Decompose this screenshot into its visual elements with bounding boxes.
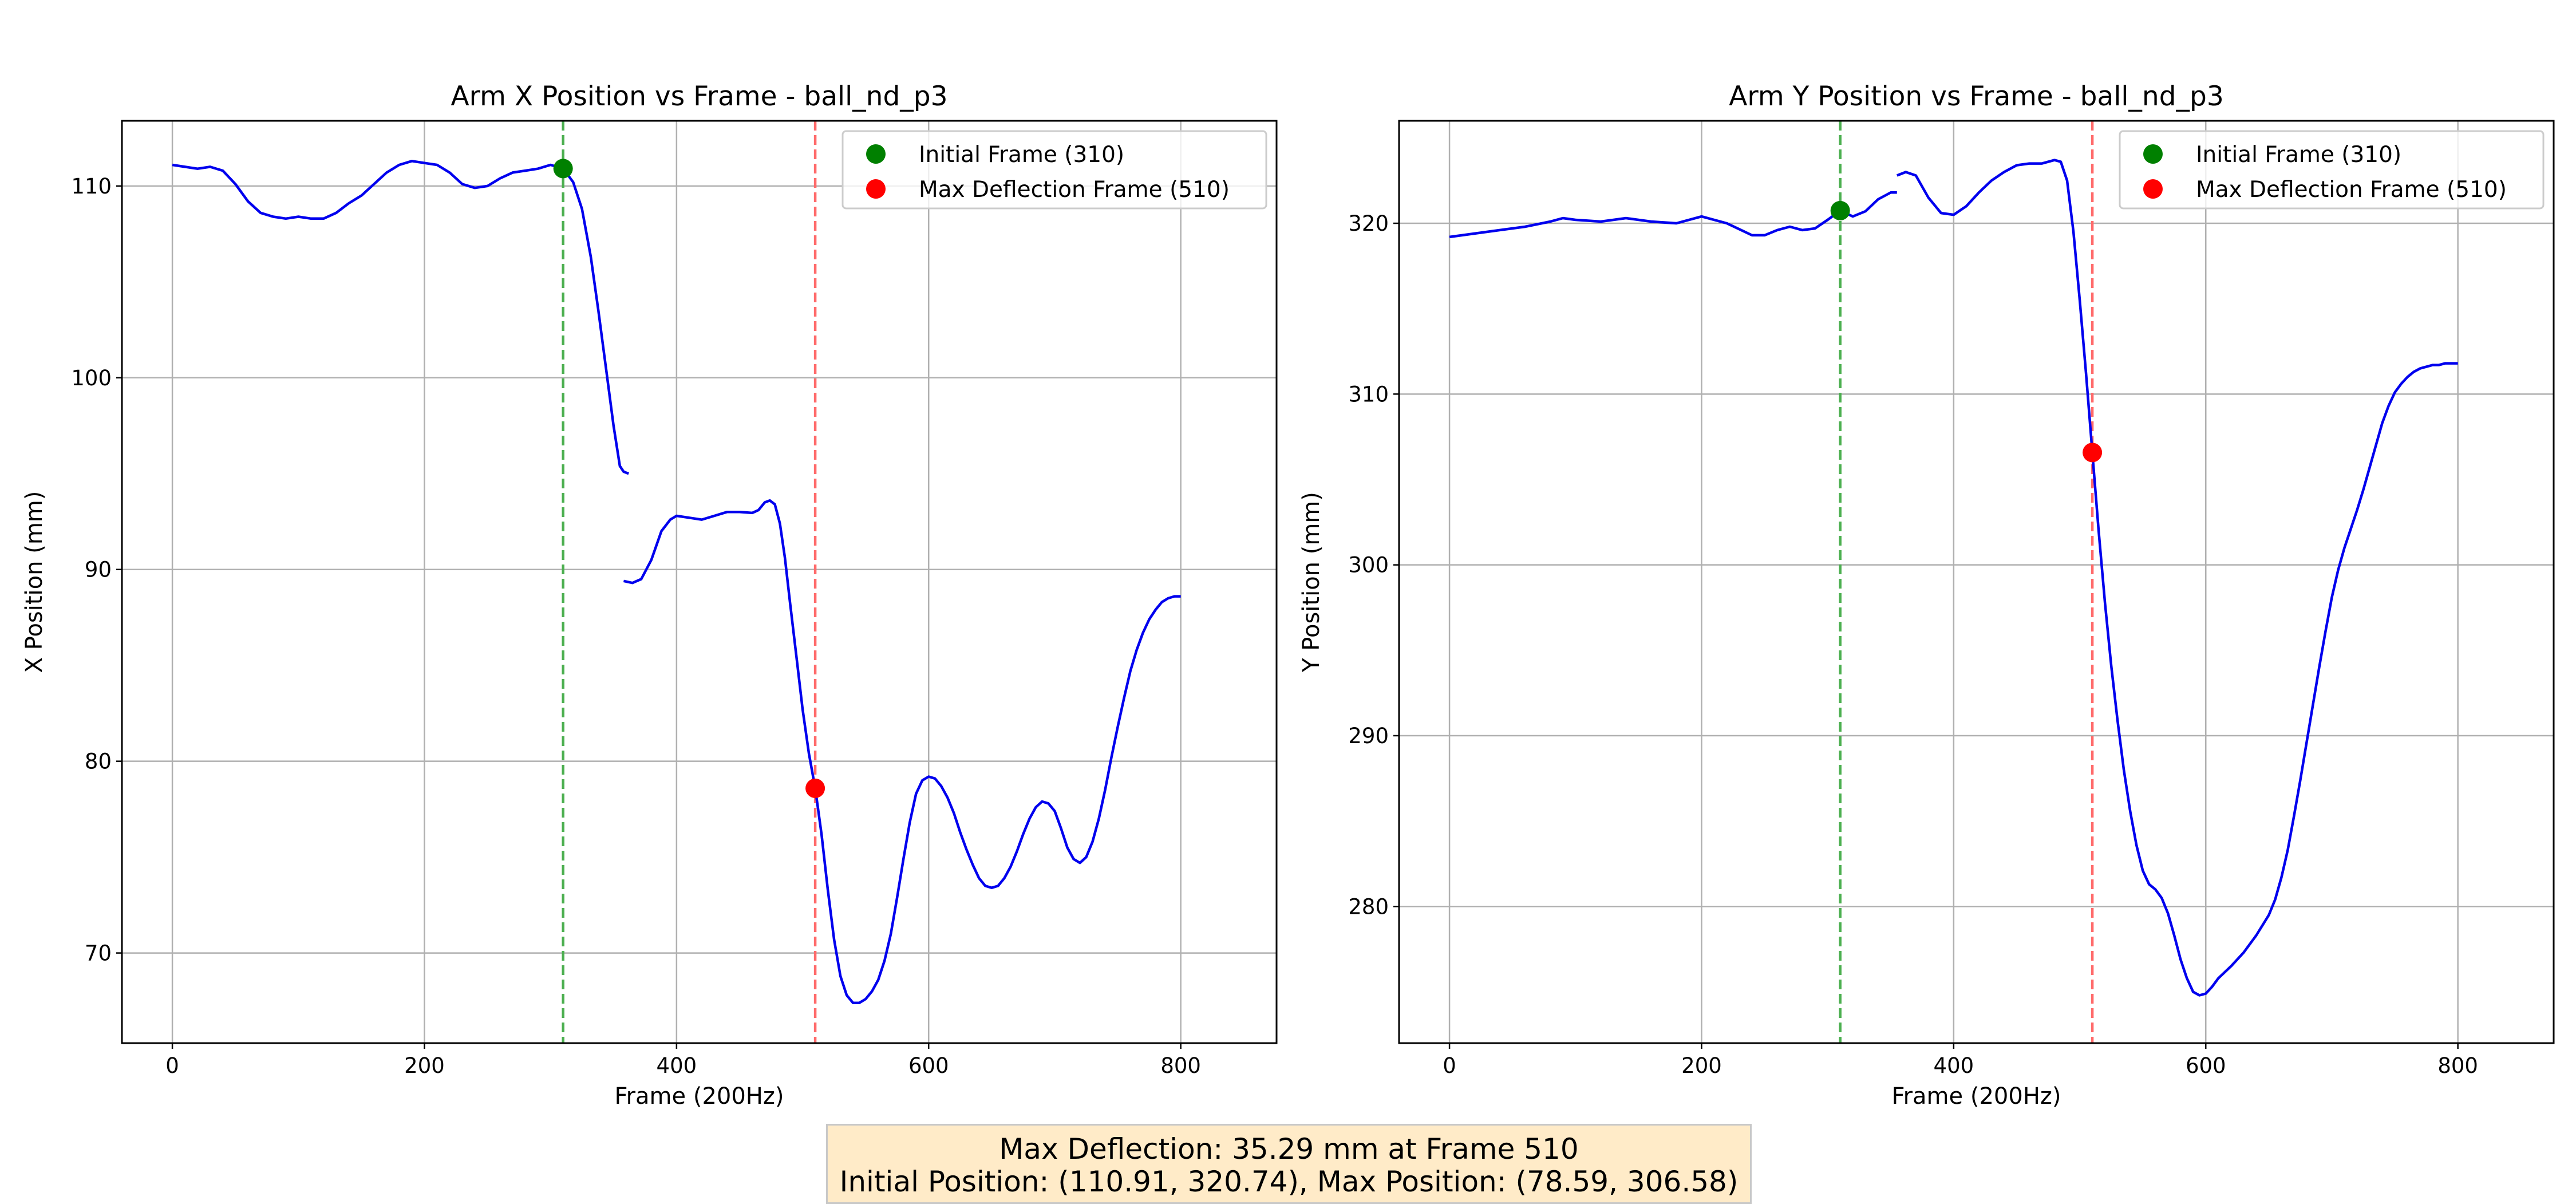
x-tick-label: 0	[1443, 1053, 1456, 1078]
x-tick-label: 400	[1934, 1053, 1974, 1078]
y-axis-label: Y Position (mm)	[1298, 492, 1325, 673]
plot-frame	[121, 120, 1278, 1044]
y-tick-label: 290	[1348, 724, 1389, 748]
y-axis-label: X Position (mm)	[21, 491, 48, 673]
x-position-chart: 0 200 400 600 800 70 80 90 100 110 Arm X Position…	[21, 81, 1278, 1110]
x-tick-label: 800	[1160, 1053, 1201, 1078]
x-tick-label: 400	[657, 1053, 697, 1078]
y-tick-label: 320	[1348, 211, 1389, 236]
legend-max-marker	[866, 179, 886, 199]
legend: Initial Frame (310) Max Deflection Frame…	[2119, 130, 2545, 210]
series-line	[172, 160, 630, 475]
y-tick-label: 310	[1348, 382, 1389, 406]
plot-frame	[1398, 120, 2555, 1044]
chart-title: Arm Y Position vs Frame - ball_nd_p3	[1729, 81, 2224, 112]
x-tick-label: 800	[2437, 1053, 2478, 1078]
legend-initial-marker	[866, 144, 886, 164]
legend-box	[2119, 130, 2545, 210]
legend-initial-marker	[2143, 144, 2163, 164]
max-deflection-point	[2083, 443, 2103, 463]
legend-initial-label: Initial Frame (310)	[2196, 142, 2401, 168]
x-tick-label: 200	[1681, 1053, 1722, 1078]
y-tick-label: 110	[71, 174, 112, 199]
y-position-chart: 0 200 400 600 800 280 290 300 310 320 Arm Y Posit…	[1298, 81, 2555, 1110]
legend-max-label: Max Deflection Frame (510)	[919, 177, 1230, 203]
max-deflection-point	[805, 778, 825, 798]
legend-max-label: Max Deflection Frame (510)	[2196, 177, 2507, 203]
legend-box	[841, 130, 1267, 210]
y-tick-label: 280	[1348, 894, 1389, 919]
x-tick-label: 600	[2186, 1053, 2226, 1078]
legend: Initial Frame (310) Max Deflection Frame…	[841, 130, 1267, 210]
legend-initial-label: Initial Frame (310)	[919, 142, 1124, 168]
chart-title: Arm X Position vs Frame - ball_nd_p3	[451, 81, 947, 112]
x-tick-label: 600	[908, 1053, 949, 1078]
series-line	[1896, 159, 2458, 997]
x-axis-label: Frame (200Hz)	[615, 1083, 784, 1110]
y-tick-label: 300	[1348, 553, 1389, 578]
y-tick-label: 100	[71, 366, 112, 390]
summary-box: Max Deflection: 35.29 mm at Frame 510 In…	[826, 1124, 1752, 1204]
series-line	[1449, 191, 1897, 239]
y-tick-label: 90	[85, 558, 112, 582]
x-axis-label: Frame (200Hz)	[1892, 1083, 2061, 1110]
summary-max-deflection: Max Deflection: 35.29 mm at Frame 510	[999, 1132, 1579, 1166]
summary-positions: Initial Position: (110.91, 320.74), Max …	[839, 1165, 1739, 1198]
series-line	[623, 499, 1181, 1004]
x-tick-label: 0	[165, 1053, 179, 1078]
legend-max-marker	[2143, 179, 2163, 199]
initial-frame-point	[553, 159, 573, 179]
initial-frame-point	[1830, 200, 1850, 220]
y-tick-label: 70	[85, 941, 112, 966]
x-tick-label: 200	[404, 1053, 445, 1078]
y-tick-label: 80	[85, 749, 112, 774]
